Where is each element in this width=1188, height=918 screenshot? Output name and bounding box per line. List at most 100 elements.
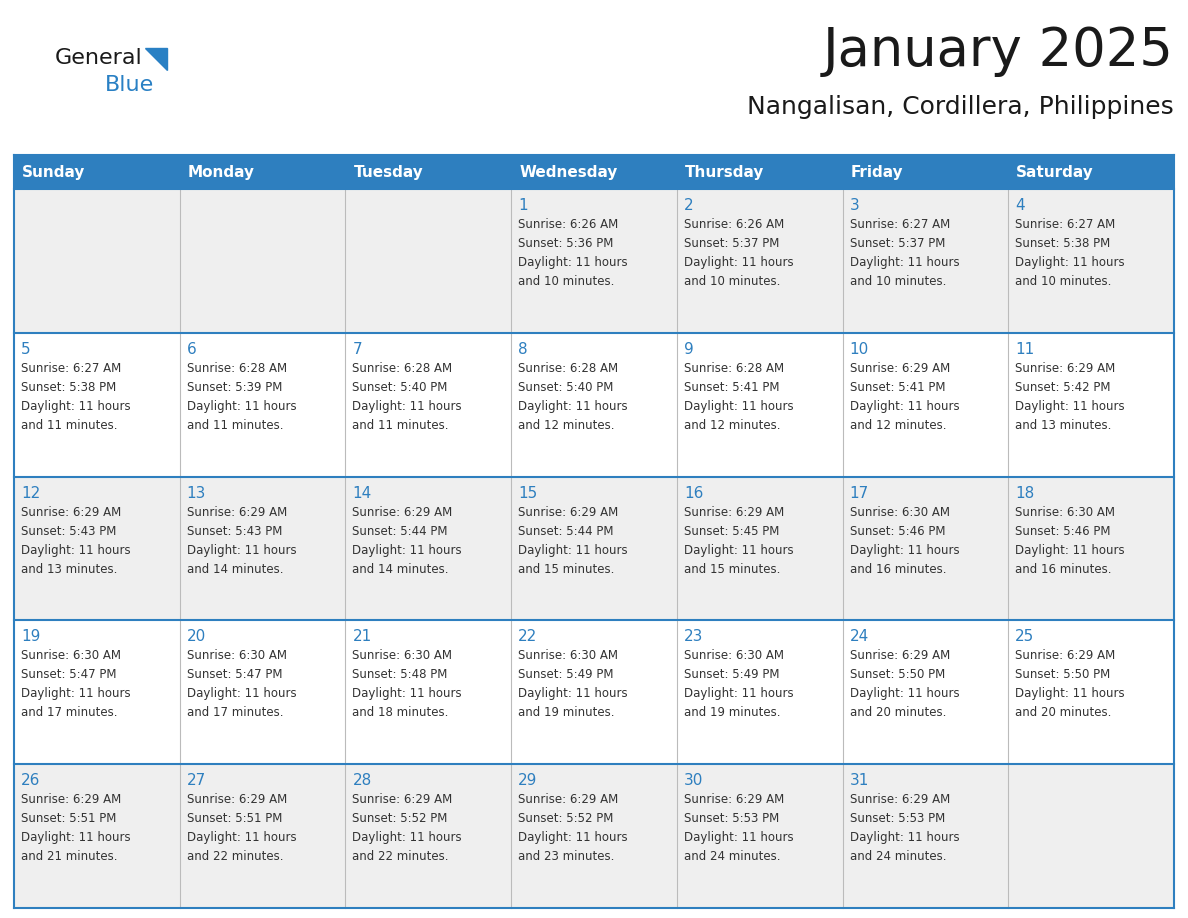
Text: 10: 10: [849, 341, 868, 357]
Text: and 14 minutes.: and 14 minutes.: [187, 563, 283, 576]
Text: and 11 minutes.: and 11 minutes.: [353, 419, 449, 431]
Text: 15: 15: [518, 486, 537, 500]
Text: and 22 minutes.: and 22 minutes.: [353, 850, 449, 863]
Text: Friday: Friday: [851, 164, 903, 180]
Text: Daylight: 11 hours: Daylight: 11 hours: [684, 831, 794, 845]
Text: Daylight: 11 hours: Daylight: 11 hours: [21, 831, 131, 845]
Text: Nangalisan, Cordillera, Philippines: Nangalisan, Cordillera, Philippines: [747, 95, 1174, 119]
Text: and 20 minutes.: and 20 minutes.: [849, 706, 946, 720]
Polygon shape: [145, 48, 168, 70]
Text: 22: 22: [518, 630, 537, 644]
Text: and 19 minutes.: and 19 minutes.: [518, 706, 614, 720]
Text: Sunset: 5:51 PM: Sunset: 5:51 PM: [187, 812, 282, 825]
Text: 12: 12: [21, 486, 40, 500]
Text: and 23 minutes.: and 23 minutes.: [518, 850, 614, 863]
Text: Monday: Monday: [188, 164, 254, 180]
Text: Daylight: 11 hours: Daylight: 11 hours: [684, 543, 794, 556]
Text: 20: 20: [187, 630, 206, 644]
Text: 23: 23: [684, 630, 703, 644]
Text: Sunset: 5:37 PM: Sunset: 5:37 PM: [684, 237, 779, 250]
Text: Sunset: 5:53 PM: Sunset: 5:53 PM: [849, 812, 944, 825]
Text: and 10 minutes.: and 10 minutes.: [849, 275, 946, 288]
Text: Sunset: 5:41 PM: Sunset: 5:41 PM: [684, 381, 779, 394]
Text: Sunset: 5:50 PM: Sunset: 5:50 PM: [1016, 668, 1111, 681]
Text: 26: 26: [21, 773, 40, 789]
Text: Sunrise: 6:30 AM: Sunrise: 6:30 AM: [849, 506, 949, 519]
Text: Sunset: 5:40 PM: Sunset: 5:40 PM: [518, 381, 613, 394]
Text: Daylight: 11 hours: Daylight: 11 hours: [21, 400, 131, 413]
Text: Sunset: 5:38 PM: Sunset: 5:38 PM: [1016, 237, 1111, 250]
Text: and 16 minutes.: and 16 minutes.: [849, 563, 946, 576]
Text: Daylight: 11 hours: Daylight: 11 hours: [353, 688, 462, 700]
Text: Sunrise: 6:28 AM: Sunrise: 6:28 AM: [187, 362, 286, 375]
Text: Daylight: 11 hours: Daylight: 11 hours: [518, 543, 627, 556]
Text: Sunrise: 6:29 AM: Sunrise: 6:29 AM: [849, 362, 950, 375]
Text: Daylight: 11 hours: Daylight: 11 hours: [849, 400, 959, 413]
Text: and 18 minutes.: and 18 minutes.: [353, 706, 449, 720]
Text: and 14 minutes.: and 14 minutes.: [353, 563, 449, 576]
Bar: [14, 333, 1174, 476]
Text: Sunset: 5:36 PM: Sunset: 5:36 PM: [518, 237, 613, 250]
Text: Sunset: 5:46 PM: Sunset: 5:46 PM: [1016, 524, 1111, 538]
Text: Daylight: 11 hours: Daylight: 11 hours: [187, 688, 296, 700]
Text: Sunset: 5:47 PM: Sunset: 5:47 PM: [21, 668, 116, 681]
Text: Sunset: 5:50 PM: Sunset: 5:50 PM: [849, 668, 944, 681]
Text: 5: 5: [21, 341, 31, 357]
Text: 17: 17: [849, 486, 868, 500]
Text: Tuesday: Tuesday: [353, 164, 423, 180]
Text: Daylight: 11 hours: Daylight: 11 hours: [849, 256, 959, 269]
Text: Sunrise: 6:29 AM: Sunrise: 6:29 AM: [1016, 649, 1116, 663]
Text: Sunrise: 6:29 AM: Sunrise: 6:29 AM: [187, 506, 287, 519]
Text: Sunset: 5:49 PM: Sunset: 5:49 PM: [684, 668, 779, 681]
Text: and 15 minutes.: and 15 minutes.: [684, 563, 781, 576]
Text: Daylight: 11 hours: Daylight: 11 hours: [849, 543, 959, 556]
Text: and 17 minutes.: and 17 minutes.: [21, 706, 118, 720]
Bar: [14, 189, 1174, 333]
Text: Sunset: 5:42 PM: Sunset: 5:42 PM: [1016, 381, 1111, 394]
Text: and 10 minutes.: and 10 minutes.: [684, 275, 781, 288]
Text: Sunset: 5:38 PM: Sunset: 5:38 PM: [21, 381, 116, 394]
Text: Sunset: 5:37 PM: Sunset: 5:37 PM: [849, 237, 944, 250]
Text: Sunrise: 6:29 AM: Sunrise: 6:29 AM: [353, 793, 453, 806]
Text: and 24 minutes.: and 24 minutes.: [684, 850, 781, 863]
Text: Daylight: 11 hours: Daylight: 11 hours: [1016, 400, 1125, 413]
Text: Sunrise: 6:30 AM: Sunrise: 6:30 AM: [1016, 506, 1116, 519]
Text: Sunset: 5:39 PM: Sunset: 5:39 PM: [187, 381, 282, 394]
Text: 11: 11: [1016, 341, 1035, 357]
Text: and 11 minutes.: and 11 minutes.: [187, 419, 283, 431]
Text: Sunset: 5:52 PM: Sunset: 5:52 PM: [353, 812, 448, 825]
Text: Sunrise: 6:29 AM: Sunrise: 6:29 AM: [21, 793, 121, 806]
Text: Daylight: 11 hours: Daylight: 11 hours: [518, 831, 627, 845]
Text: 6: 6: [187, 341, 196, 357]
Text: Sunrise: 6:27 AM: Sunrise: 6:27 AM: [1016, 218, 1116, 231]
Text: and 10 minutes.: and 10 minutes.: [1016, 275, 1112, 288]
Text: Sunset: 5:53 PM: Sunset: 5:53 PM: [684, 812, 779, 825]
Text: 16: 16: [684, 486, 703, 500]
Text: 4: 4: [1016, 198, 1025, 213]
Text: 19: 19: [21, 630, 40, 644]
Text: Sunrise: 6:26 AM: Sunrise: 6:26 AM: [684, 218, 784, 231]
Text: Daylight: 11 hours: Daylight: 11 hours: [1016, 543, 1125, 556]
Text: Sunset: 5:43 PM: Sunset: 5:43 PM: [21, 524, 116, 538]
Text: Daylight: 11 hours: Daylight: 11 hours: [684, 256, 794, 269]
Text: Daylight: 11 hours: Daylight: 11 hours: [187, 831, 296, 845]
Text: Sunset: 5:52 PM: Sunset: 5:52 PM: [518, 812, 613, 825]
Text: 3: 3: [849, 198, 859, 213]
Text: and 10 minutes.: and 10 minutes.: [518, 275, 614, 288]
Text: 28: 28: [353, 773, 372, 789]
Text: Sunrise: 6:28 AM: Sunrise: 6:28 AM: [684, 362, 784, 375]
Text: Sunset: 5:47 PM: Sunset: 5:47 PM: [187, 668, 283, 681]
Text: Daylight: 11 hours: Daylight: 11 hours: [187, 400, 296, 413]
Text: Sunset: 5:44 PM: Sunset: 5:44 PM: [353, 524, 448, 538]
Text: 1: 1: [518, 198, 527, 213]
Text: and 22 minutes.: and 22 minutes.: [187, 850, 283, 863]
Text: Sunrise: 6:27 AM: Sunrise: 6:27 AM: [849, 218, 950, 231]
Text: and 15 minutes.: and 15 minutes.: [518, 563, 614, 576]
Text: Sunset: 5:44 PM: Sunset: 5:44 PM: [518, 524, 614, 538]
Text: Daylight: 11 hours: Daylight: 11 hours: [353, 400, 462, 413]
Text: 31: 31: [849, 773, 868, 789]
Text: Sunrise: 6:30 AM: Sunrise: 6:30 AM: [187, 649, 286, 663]
Text: Daylight: 11 hours: Daylight: 11 hours: [353, 831, 462, 845]
Bar: [14, 155, 1174, 189]
Text: Daylight: 11 hours: Daylight: 11 hours: [849, 831, 959, 845]
